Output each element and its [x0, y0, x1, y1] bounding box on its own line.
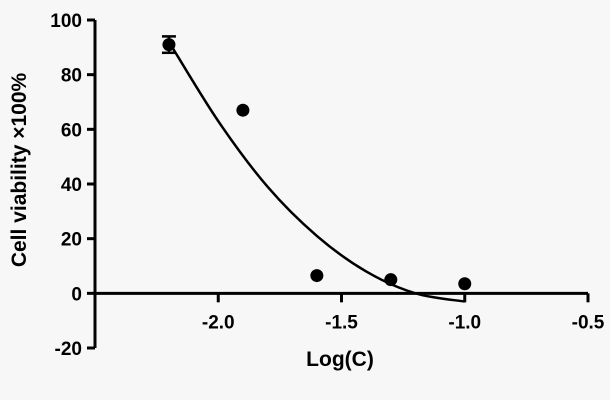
- x-tick-label: -0.5: [572, 312, 605, 333]
- y-tick-label: 40: [61, 175, 82, 196]
- data-point: [384, 273, 398, 287]
- data-point: [310, 269, 324, 283]
- y-axis-title: Cell viability ×100%: [8, 72, 31, 267]
- data-points: [161, 35, 472, 291]
- x-tick-label: -2.0: [202, 312, 235, 333]
- data-point: [236, 103, 250, 117]
- fit-curve: [167, 41, 465, 303]
- x-axis: -2.0 -1.5 -1.0 -0.5: [95, 291, 605, 333]
- x-tick-label: -1.0: [448, 312, 481, 333]
- y-tick-label: -20: [55, 339, 82, 360]
- data-point: [458, 277, 472, 291]
- y-tick-label: 60: [61, 120, 82, 141]
- y-tick-label: 0: [71, 284, 82, 305]
- fit-curve-group: [167, 41, 465, 303]
- y-tick-label: 80: [61, 66, 82, 87]
- x-tick-label: -1.5: [325, 312, 358, 333]
- y-axis: -20 0 20 40 60 80 100: [50, 11, 97, 360]
- y-tick-label: 100: [50, 11, 82, 32]
- data-point: [162, 38, 176, 52]
- y-tick-label: 20: [61, 230, 82, 251]
- x-axis-title: Log(C): [306, 348, 374, 371]
